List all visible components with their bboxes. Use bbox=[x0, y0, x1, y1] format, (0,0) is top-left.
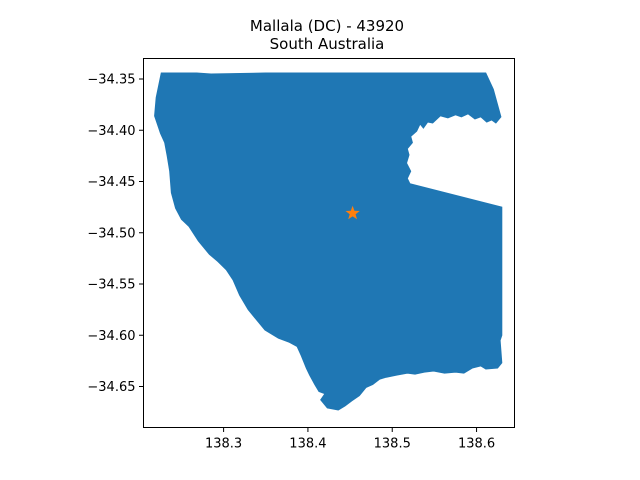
centroid-star-marker bbox=[345, 205, 360, 220]
plot-area bbox=[154, 72, 503, 411]
y-tick-label: −34.45 bbox=[87, 175, 135, 190]
x-tick-label: 138.3 bbox=[205, 437, 242, 452]
region-polygon bbox=[154, 72, 503, 411]
x-axis: 138.3 138.4 138.5 138.6 bbox=[205, 427, 495, 452]
x-tick-label: 138.6 bbox=[458, 437, 495, 452]
y-tick-label: −34.40 bbox=[87, 124, 135, 139]
x-tick-label: 138.5 bbox=[374, 437, 411, 452]
y-tick-label: −34.50 bbox=[87, 226, 135, 241]
x-tick-label: 138.4 bbox=[289, 437, 326, 452]
y-tick-label: −34.55 bbox=[87, 278, 135, 293]
y-tick-label: −34.35 bbox=[87, 73, 135, 88]
y-axis: −34.35 −34.40 −34.45 −34.50 −34.55 −34.60 −34.… bbox=[87, 73, 144, 395]
y-tick-label: −34.65 bbox=[87, 380, 135, 395]
axes-frame bbox=[143, 58, 515, 428]
y-tick-label: −34.60 bbox=[87, 329, 135, 344]
chart-subtitle: South Australia bbox=[270, 35, 385, 53]
chart-title: Mallala (DC) - 43920 bbox=[250, 17, 404, 35]
